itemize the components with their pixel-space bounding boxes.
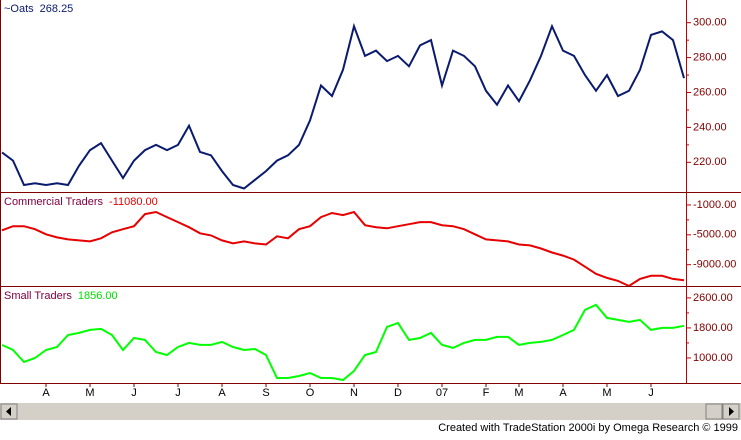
scroll-right-arrow [729, 407, 734, 416]
panel-name: Small Traders [4, 290, 72, 302]
x-tick-label: 07 [436, 387, 448, 399]
y-tick-label: 220.00 [693, 156, 727, 168]
y-tick-label: -1000.00 [693, 199, 736, 211]
x-tick-label: F [483, 387, 490, 399]
scrollbar-track[interactable] [0, 403, 741, 420]
x-tick-label: J [648, 387, 654, 399]
x-tick-label: M [602, 387, 611, 399]
series-line [1, 210, 685, 288]
x-tick-label: O [306, 387, 315, 399]
x-tick-label: A [218, 387, 226, 399]
panel-label: Commercial Traders -11080.00 [4, 196, 158, 208]
panel-name: ~Oats [4, 3, 34, 15]
y-tick-label: -9000.00 [693, 259, 736, 271]
footer-text: Created with TradeStation 2000i by Omega… [438, 422, 738, 434]
x-tick-label: J [175, 387, 181, 399]
panel-name: Commercial Traders [4, 196, 104, 208]
y-tick-label: -5000.00 [693, 229, 736, 241]
series-line [1, 303, 685, 382]
y-tick-label: 280.00 [693, 52, 727, 64]
panel-last-value: 1856.00 [78, 290, 118, 302]
x-tick-label: N [350, 387, 358, 399]
x-tick-label: A [559, 387, 567, 399]
series-line [1, 22, 685, 190]
x-tick-label: D [394, 387, 402, 399]
x-tick-label: J [131, 387, 137, 399]
x-tick-label: M [85, 387, 94, 399]
scroll-left-arrow [6, 407, 11, 416]
y-tick-label: 1000.00 [693, 352, 733, 364]
y-tick-label: 300.00 [693, 17, 727, 29]
scroll-thumb[interactable] [705, 403, 723, 420]
y-tick-label: 2600.00 [693, 292, 733, 304]
y-tick-label: 240.00 [693, 121, 727, 133]
x-tick-label: M [514, 387, 523, 399]
panel-label: ~Oats 268.25 [4, 3, 73, 15]
y-tick-label: 1800.00 [693, 322, 733, 334]
panel-last-value: 268.25 [40, 3, 74, 15]
panel-label: Small Traders 1856.00 [4, 290, 118, 302]
x-tick-label: A [42, 387, 50, 399]
y-tick-label: 260.00 [693, 86, 727, 98]
x-tick-label: S [262, 387, 269, 399]
panel-last-value: -11080.00 [109, 196, 158, 208]
scrollbar[interactable] [0, 403, 741, 420]
